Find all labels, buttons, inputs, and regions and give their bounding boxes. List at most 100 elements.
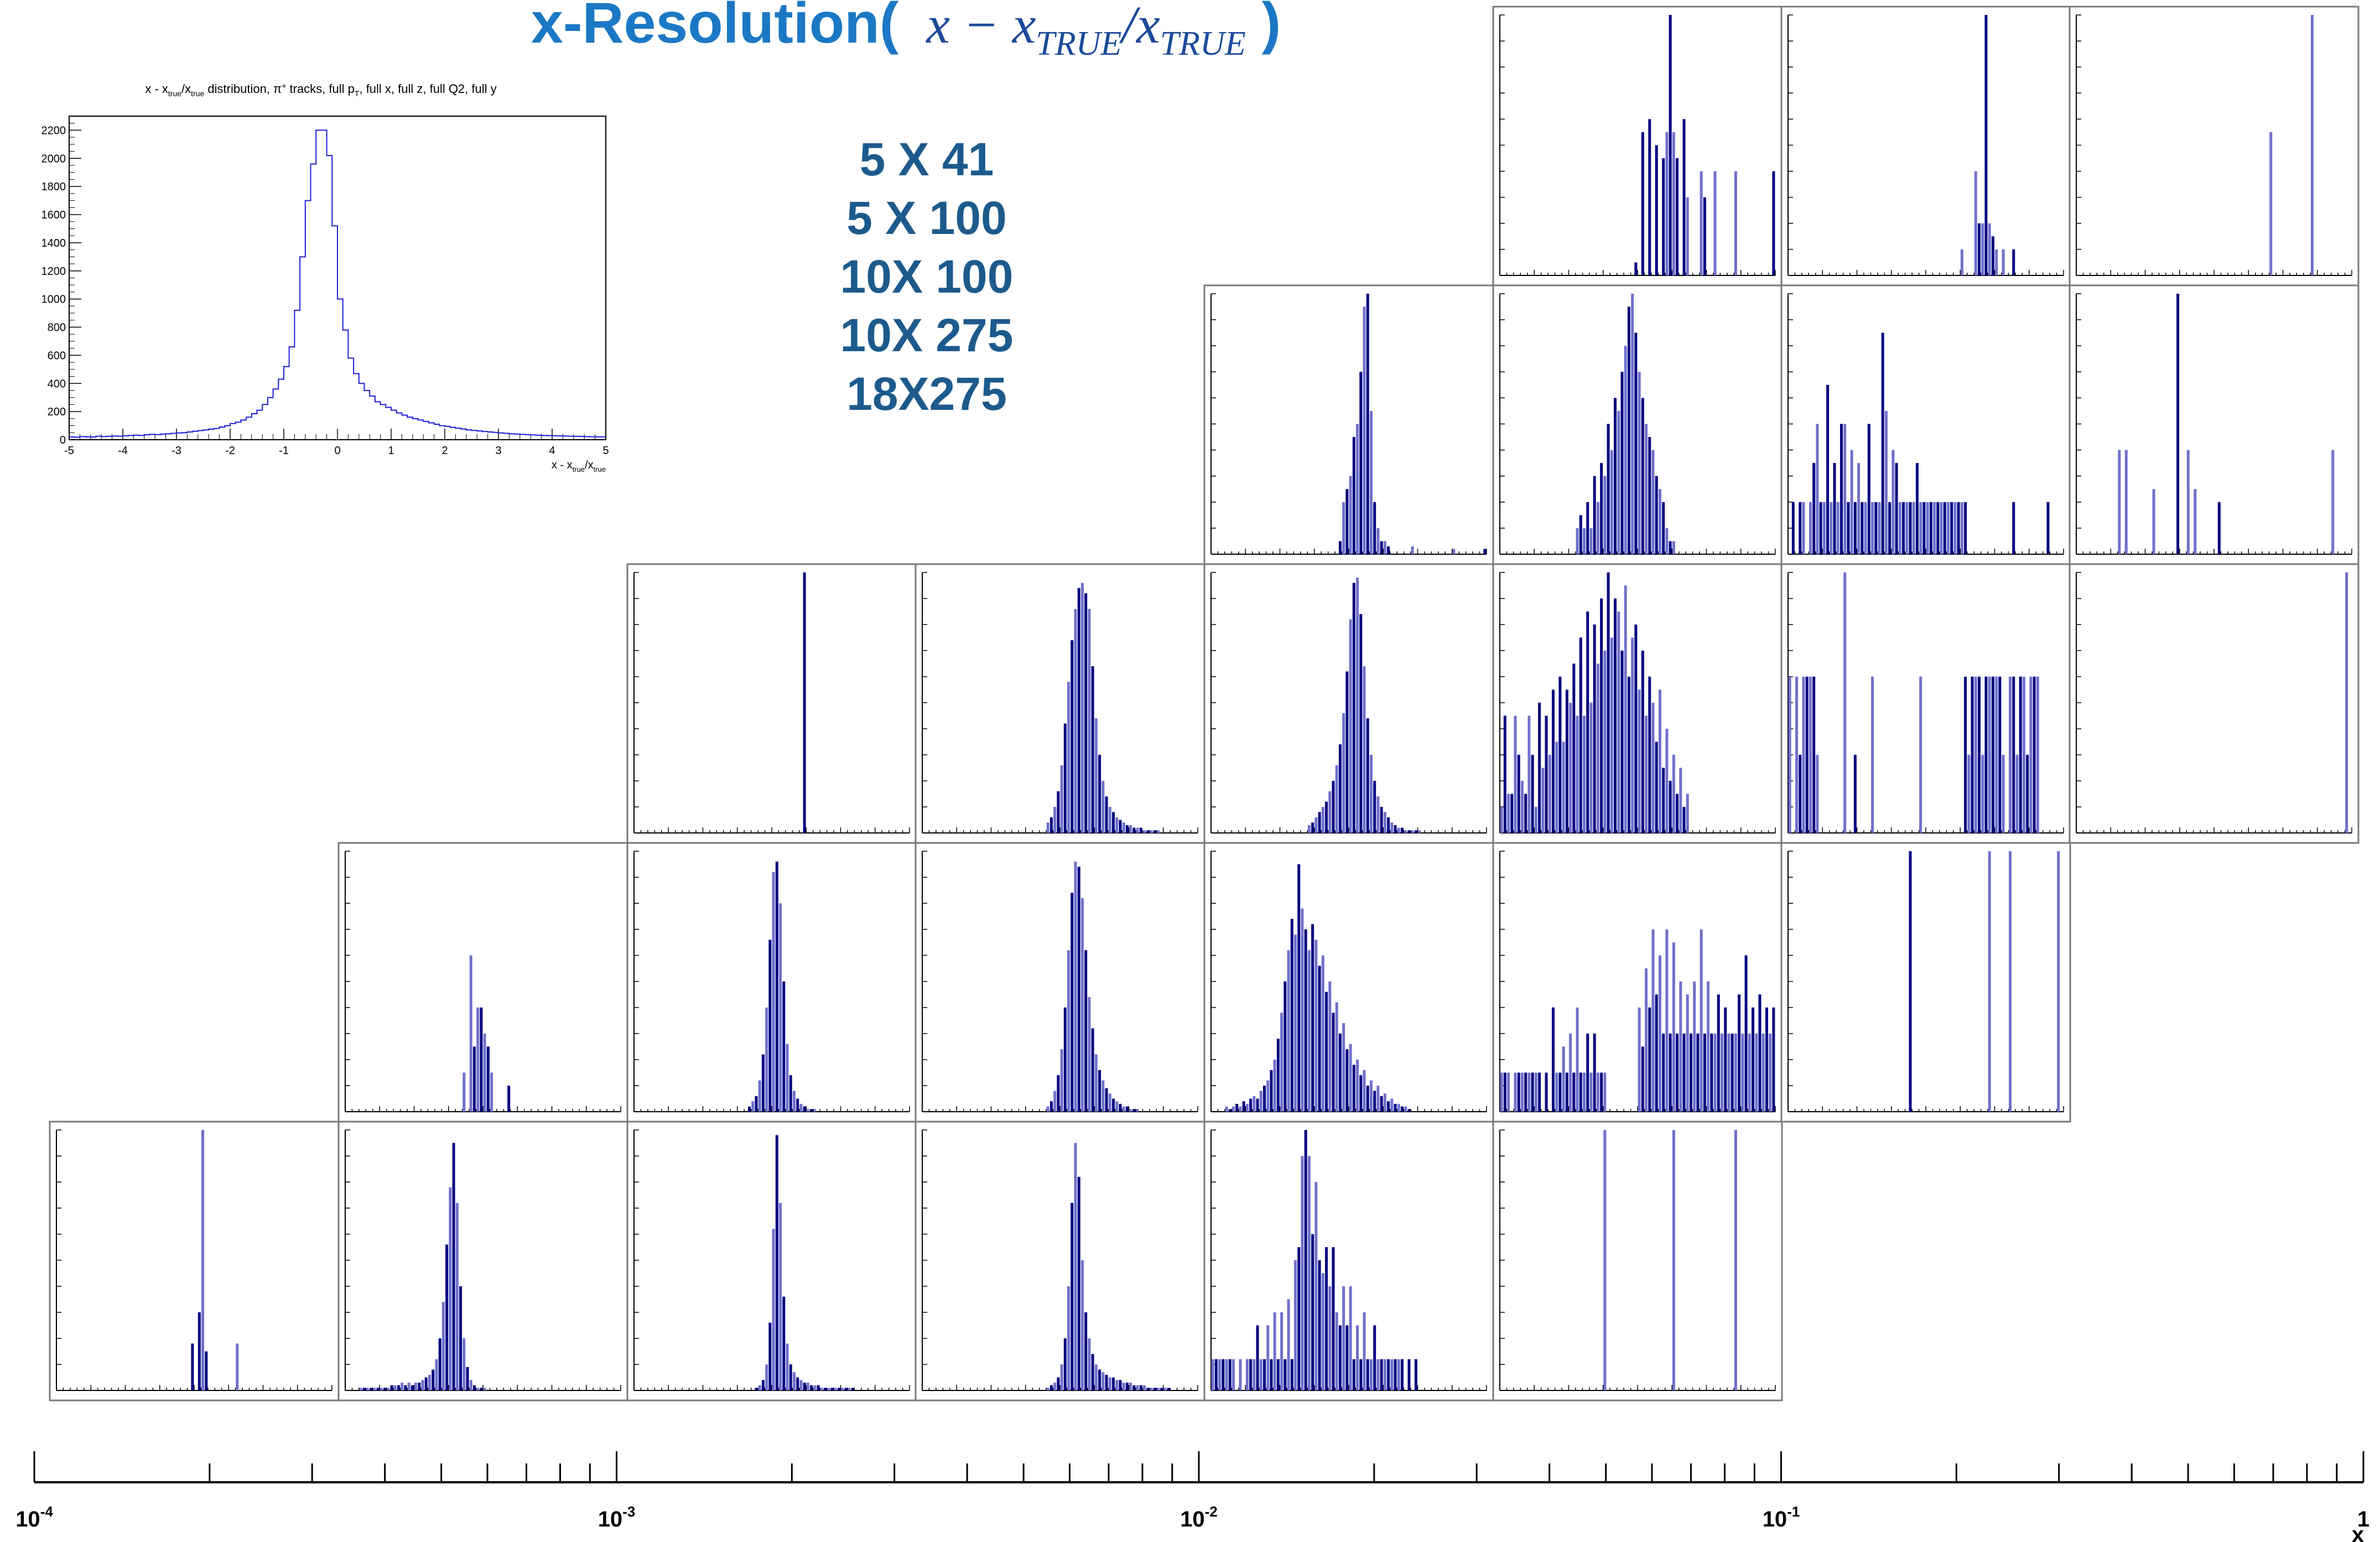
panel-bar <box>1984 676 1988 833</box>
panel-bar <box>1049 1385 1053 1390</box>
panel-bar <box>1276 1359 1280 1390</box>
panel-bar <box>779 1202 782 1390</box>
panel-frame <box>49 1121 340 1402</box>
panel-bar <box>1256 1325 1259 1390</box>
panel-bar <box>1662 1033 1665 1112</box>
panel-bar <box>1717 994 1720 1112</box>
panel-bar <box>1795 676 1799 833</box>
panel-bar <box>1676 794 1679 833</box>
panel-bar <box>1280 1013 1283 1112</box>
panel-frame <box>1203 1121 1494 1402</box>
panel-bar <box>1816 754 1819 833</box>
panel-bar <box>198 1312 201 1390</box>
chart-title: x-Resolution(x − xTRUE/xTRUE ) <box>531 0 1281 62</box>
histogram-panel <box>1492 1121 1783 1402</box>
panel-bar <box>1651 702 1655 833</box>
panel-bar <box>1414 1359 1417 1390</box>
panel-bar <box>1125 1382 1129 1390</box>
panel-bar <box>1338 1033 1342 1112</box>
panel-bar <box>1627 306 1630 554</box>
panel-bar <box>1338 1325 1342 1390</box>
panel-bar <box>1101 1372 1105 1390</box>
panel-bar <box>1414 830 1417 833</box>
panel-bar <box>480 1007 483 1112</box>
panel-bar <box>1638 1007 1641 1112</box>
panel-bar <box>1136 1109 1139 1112</box>
panel-bar <box>1390 1098 1394 1112</box>
panel-bar <box>1115 1380 1119 1390</box>
panel-bar <box>1404 1106 1407 1112</box>
panel-bar <box>1352 582 1355 833</box>
panel-bar <box>1822 502 1826 554</box>
panel-bar <box>1091 666 1094 833</box>
panel-bar <box>1662 768 1665 833</box>
panel-bar <box>472 1385 476 1390</box>
panel-bar <box>201 1130 205 1390</box>
panel-bar <box>1311 1234 1314 1390</box>
panel-bar <box>1669 780 1672 833</box>
panel-bar <box>359 1388 362 1390</box>
panel-bar <box>1063 1338 1067 1390</box>
panel-bar <box>1524 1072 1527 1112</box>
panel-bar <box>1864 502 1867 554</box>
panel-bar <box>1091 1028 1094 1112</box>
panel-bar <box>1094 1054 1098 1112</box>
panel-bar <box>1328 981 1332 1112</box>
panel-bar <box>1108 1377 1111 1390</box>
panel-bar <box>1593 624 1596 833</box>
panel-bar <box>1150 830 1153 833</box>
panel-bar <box>1500 1072 1503 1112</box>
panel-bar <box>1765 1007 1768 1112</box>
panel-bar <box>1816 424 1819 554</box>
y-tick-label: 600 <box>48 350 66 362</box>
panel-bar <box>806 1382 809 1390</box>
panel-bar <box>1352 1065 1355 1112</box>
panel-bar <box>1538 702 1541 833</box>
panel-bar <box>1638 372 1641 554</box>
x-tick-label: 1 <box>388 445 394 457</box>
x-tick-label: -2 <box>225 445 235 457</box>
legend-entry: 10X 275 <box>840 309 1014 361</box>
panel-bar <box>1638 689 1641 833</box>
histogram-panel <box>914 563 1205 844</box>
panel-bar <box>1710 1033 1713 1112</box>
panel-bar <box>1898 502 1901 554</box>
panel-bar <box>1534 1072 1537 1112</box>
histogram-panel <box>337 842 628 1123</box>
panel-bar <box>1933 502 1936 554</box>
panel-bar <box>2345 572 2348 833</box>
panel-bar <box>1857 463 1861 554</box>
panel-bar <box>1407 1359 1411 1390</box>
panel-bar <box>1046 1388 1049 1390</box>
panel-bar <box>1239 1106 1242 1112</box>
panel-bar <box>1686 994 1689 1112</box>
panel-bar <box>469 955 472 1112</box>
panel-bar <box>758 1385 761 1390</box>
legend-entry: 10X 100 <box>840 251 1014 303</box>
panel-bar <box>1634 332 1638 554</box>
panel-bar <box>1328 791 1332 833</box>
panel-bar <box>1517 754 1520 833</box>
panel-frame <box>2069 284 2360 565</box>
panel-bar <box>1576 716 1579 833</box>
panel-bar <box>789 1364 792 1390</box>
panel-bar <box>1311 924 1314 1112</box>
panel-bar <box>1593 1033 1596 1112</box>
panel-bar <box>1672 541 1675 554</box>
panel-bar <box>418 1382 421 1390</box>
panel-bar <box>1063 1007 1067 1112</box>
panel-bar <box>1132 1385 1136 1390</box>
panel-bar <box>1125 1106 1129 1112</box>
panel-bar <box>834 1388 837 1390</box>
panel-bar <box>1791 502 1795 554</box>
panel-bar <box>1049 1101 1053 1112</box>
panel-bar <box>452 1143 455 1390</box>
panel-bar <box>1655 145 1658 275</box>
panel-bar <box>799 1380 803 1390</box>
panel-bar <box>1981 754 1984 833</box>
panel-bar <box>1150 1388 1153 1390</box>
panel-bar <box>1143 1385 1146 1390</box>
panel-bar <box>1366 294 1369 554</box>
panel-bar <box>1867 424 1870 554</box>
panel-bar <box>1387 817 1390 833</box>
